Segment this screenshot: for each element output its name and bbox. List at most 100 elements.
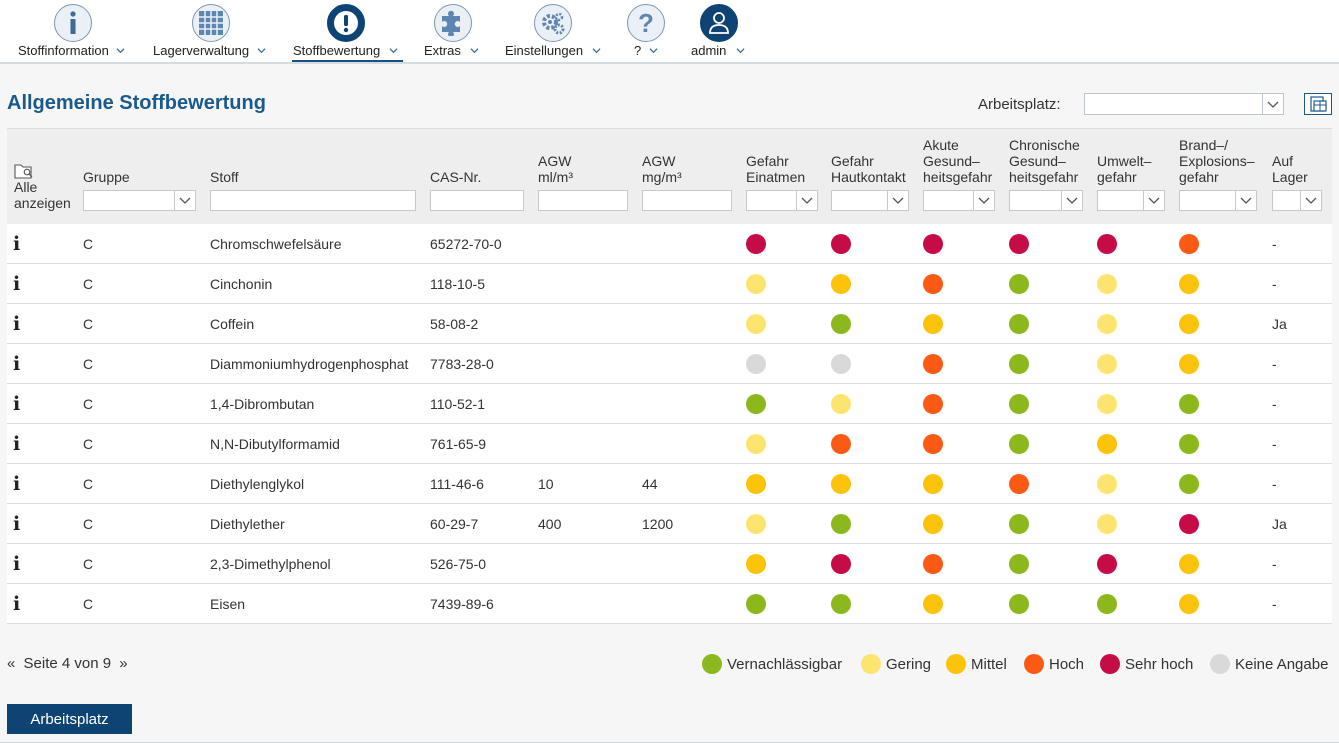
header-agw-mg[interactable]: AGW mg/m³ — [642, 153, 682, 185]
filter-akut-select[interactable] — [923, 190, 995, 211]
info-icon[interactable]: i — [13, 553, 21, 575]
header-umweltgefahr[interactable]: Umwelt– gefahr — [1097, 153, 1151, 185]
rating-umwelt-dot — [1097, 434, 1117, 454]
nav-admin[interactable]: admin — [691, 0, 751, 62]
header-akute-gesundheitsgefahr[interactable]: Akute Gesund– heitsgefahr — [923, 137, 992, 185]
nav-label: Stoffinformation — [18, 43, 109, 58]
header-text: Auf — [1272, 153, 1294, 169]
table-row[interactable]: i C Chromschwefelsäure 65272-70-0 - — [7, 224, 1332, 264]
header-stoff[interactable]: Stoff — [210, 169, 239, 185]
cell-gruppe: C — [83, 276, 94, 292]
filter-gruppe-select[interactable] — [83, 190, 196, 211]
cell-cas: 65272-70-0 — [430, 236, 502, 252]
info-icon[interactable]: i — [13, 313, 21, 335]
filter-einatmen-select[interactable] — [746, 190, 818, 211]
rating-brand-dot — [1179, 274, 1199, 294]
header-auf-lager[interactable]: Auf Lager — [1272, 153, 1308, 185]
previous-page-icon[interactable]: « — [7, 655, 16, 672]
rating-brand-dot — [1179, 554, 1199, 574]
nav-stoffbewertung[interactable]: Stoffbewertung — [293, 0, 401, 62]
filter-umwelt-select[interactable] — [1097, 190, 1165, 211]
rating-chronisch-dot — [1009, 354, 1029, 374]
info-icon[interactable]: i — [13, 473, 21, 495]
rating-einatmen-dot — [746, 354, 766, 374]
table-row[interactable]: i C Cinchonin 118-10-5 - — [7, 264, 1332, 304]
header-text: Gesund– — [923, 153, 980, 169]
header-gefahr-hautkontakt[interactable]: Gefahr Hautkontakt — [831, 153, 906, 185]
rating-brand-dot — [1179, 394, 1199, 414]
rating-hautkontakt-dot — [831, 354, 851, 374]
arbeitsplatz-select[interactable] — [1084, 93, 1284, 115]
info-icon[interactable]: i — [13, 593, 21, 615]
filter-agw-mg-input[interactable] — [642, 190, 732, 211]
table-row[interactable]: i C Diethylether 60-29-7 400 1200 Ja — [7, 504, 1332, 544]
nav-lagerverwaltung[interactable]: Lagerverwaltung — [153, 0, 269, 62]
rating-hautkontakt-dot — [831, 234, 851, 254]
info-icon[interactable]: i — [13, 433, 21, 455]
rating-brand-dot — [1179, 354, 1199, 374]
table-row[interactable]: i C Diammoniumhydrogenphosphat 7783-28-0 - — [7, 344, 1332, 384]
nav-stoffinformation[interactable]: Stoffinformation — [18, 0, 130, 62]
filter-hautkontakt-select[interactable] — [831, 190, 909, 211]
cell-stoff: Coffein — [210, 316, 255, 332]
cell-lager: Ja — [1272, 316, 1287, 332]
header-brand-explosionsgefahr[interactable]: Brand–/Explosions– gefahr — [1179, 137, 1255, 185]
rating-einatmen-dot — [746, 474, 766, 494]
chevron-down-icon — [174, 191, 195, 210]
filter-brand-select[interactable] — [1179, 190, 1257, 211]
header-text: heitsgefahr — [1009, 169, 1079, 185]
filter-lager-select[interactable] — [1272, 190, 1322, 211]
nav-einstellungen[interactable]: Einstellungen — [505, 0, 605, 62]
nav-help[interactable]: ? ? — [627, 0, 667, 62]
filter-agw-ml-input[interactable] — [538, 190, 628, 211]
filter-cas-input[interactable] — [430, 190, 524, 211]
rating-akut-dot — [923, 514, 943, 534]
legend-item-vernachlaessigbar: Vernachlässigbar — [702, 654, 842, 674]
table-row[interactable]: i C Coffein 58-08-2 Ja — [7, 304, 1332, 344]
arbeitsplatz-label: Arbeitsplatz: — [978, 96, 1061, 113]
header-text: Gesund– — [1009, 153, 1066, 169]
chevron-down-icon — [1143, 191, 1164, 210]
arbeitsplatz-button[interactable]: Arbeitsplatz — [7, 704, 132, 734]
header-gruppe[interactable]: Gruppe — [83, 169, 130, 185]
header-chronische-gesundheitsgefahr[interactable]: Chronische Gesund– heitsgefahr — [1009, 137, 1080, 185]
info-icon[interactable]: i — [13, 513, 21, 535]
table-row[interactable]: i C Diethylenglykol 111-46-6 10 44 - — [7, 464, 1332, 504]
filter-chronisch-select[interactable] — [1009, 190, 1083, 211]
nav-label: admin — [691, 43, 727, 58]
header-text: Lager — [1272, 169, 1308, 185]
rating-chronisch-dot — [1009, 314, 1029, 334]
nav-extras[interactable]: Extras — [424, 0, 484, 62]
chevron-down-icon — [116, 48, 125, 54]
info-icon[interactable]: i — [13, 393, 21, 415]
export-button[interactable] — [1304, 93, 1332, 115]
table-row[interactable]: i C N,N-Dibutylformamid 761-65-9 - — [7, 424, 1332, 464]
page-title: Allgemeine Stoffbewertung — [7, 92, 266, 114]
header-text: Umwelt– — [1097, 153, 1152, 169]
cell-agw-mg: 1200 — [642, 516, 674, 532]
info-icon[interactable]: i — [13, 273, 21, 295]
show-all-link[interactable]: Alle anzeigen — [14, 179, 71, 211]
chevron-down-icon — [257, 48, 266, 54]
table-row[interactable]: i C 2,3-Dimethylphenol 526-75-0 - — [7, 544, 1332, 584]
header-text: gefahr — [1097, 169, 1137, 185]
rating-brand-dot — [1179, 234, 1199, 254]
cell-cas: 7439-89-6 — [430, 596, 494, 612]
rating-einatmen-dot — [746, 234, 766, 254]
info-icon[interactable]: i — [13, 353, 21, 375]
table-row[interactable]: i C Eisen 7439-89-6 - — [7, 584, 1332, 624]
filter-stoff-input[interactable] — [210, 190, 416, 211]
rating-brand-dot — [1179, 514, 1199, 534]
legend-dot — [861, 654, 881, 674]
info-icon[interactable]: i — [13, 233, 21, 255]
header-agw-ml[interactable]: AGW ml/m³ — [538, 153, 573, 185]
folder-search-icon[interactable] — [14, 162, 34, 179]
table-row[interactable]: i C 1,4-Dibrombutan 110-52-1 - — [7, 384, 1332, 424]
next-page-icon[interactable]: » — [119, 655, 128, 672]
rating-einatmen-dot — [746, 274, 766, 294]
show-all-text: anzeigen — [14, 195, 71, 211]
header-cas[interactable]: CAS-Nr. — [430, 169, 482, 185]
header-gefahr-einatmen[interactable]: Gefahr Einatmen — [746, 153, 805, 185]
cell-gruppe: C — [83, 316, 94, 332]
header-text: AGW — [538, 153, 572, 169]
